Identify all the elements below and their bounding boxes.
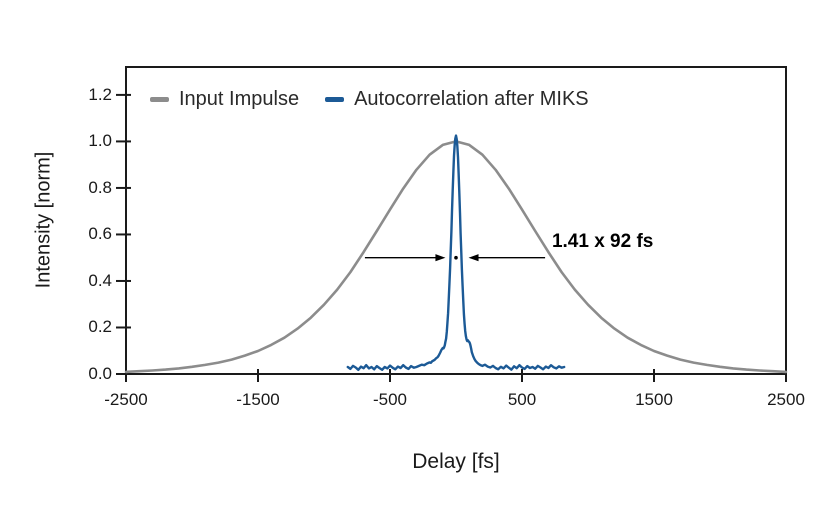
y-tick-label: 0.8 <box>88 177 112 197</box>
x-tick-label: 2500 <box>767 390 805 409</box>
fwhm-annotation-label: 1.41 x 92 fs <box>551 231 654 253</box>
legend: Input Impulse Autocorrelation after MIKS <box>150 88 589 111</box>
x-tick-label: -500 <box>372 390 408 409</box>
y-tick-label: 0.2 <box>88 317 112 337</box>
y-tick-label: 0.0 <box>88 364 112 383</box>
x-tick-label: 500 <box>507 390 537 409</box>
x-tick-label: 1500 <box>635 390 673 409</box>
y-tick-label: 0.6 <box>88 224 112 244</box>
x-axis-title: Delay [fs] <box>412 450 500 473</box>
x-tick-label: -2500 <box>104 390 148 409</box>
autocorrelation-line-swatch-icon <box>325 97 345 102</box>
legend-label: Autocorrelation after MIKS <box>354 88 589 110</box>
legend-item-autocorrelation: Autocorrelation after MIKS <box>325 88 589 111</box>
y-axis-title: Intensity [norm] <box>32 151 55 289</box>
legend-item-input-impulse: Input Impulse <box>150 88 299 111</box>
input-impulse-line-swatch-icon <box>150 97 169 102</box>
legend-label: Input Impulse <box>179 88 300 110</box>
y-tick-label: 1.2 <box>88 84 112 104</box>
y-tick-label: 0.4 <box>88 270 112 290</box>
x-tick-label: -1500 <box>236 390 280 409</box>
series-line-autocorrelation-after-miks <box>346 134 566 371</box>
y-tick-label: 1.0 <box>88 131 112 151</box>
